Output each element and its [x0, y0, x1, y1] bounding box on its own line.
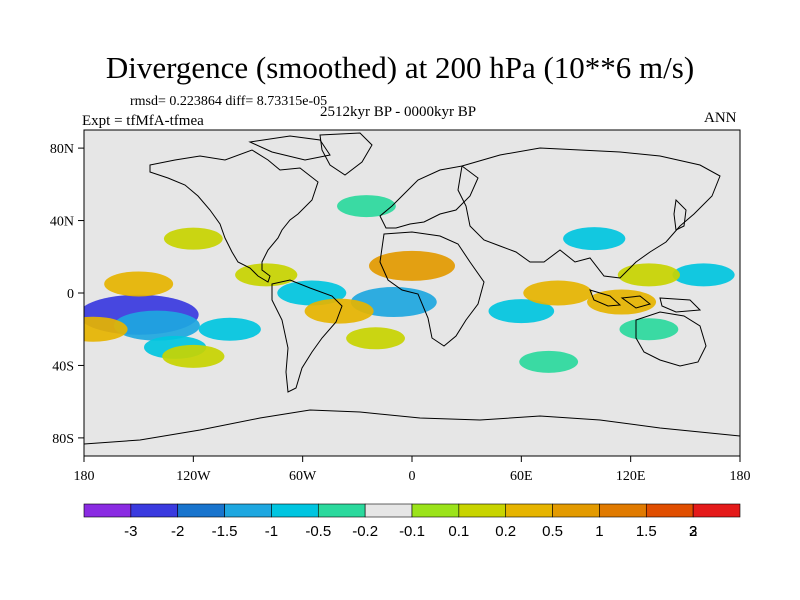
field-feature — [488, 299, 555, 324]
colorbar-swatch — [364, 503, 413, 518]
colorbar-swatch — [411, 503, 460, 518]
colorbar-label: -1.5 — [212, 523, 238, 540]
y-tick-label: 40N — [50, 215, 74, 230]
field-feature — [162, 344, 225, 368]
field-feature — [563, 227, 626, 251]
x-tick-label: 120W — [176, 469, 211, 484]
period-label: 2512kyr BP - 0000kyr BP — [320, 104, 477, 120]
field-feature — [672, 263, 735, 287]
coastlines — [84, 132, 740, 445]
colorbar-label: 3 — [689, 523, 697, 540]
field-feature — [519, 350, 579, 373]
colorbar-label: -1 — [265, 523, 278, 540]
chart-title: Divergence (smoothed) at 200 hPa (10**6 … — [105, 50, 695, 85]
field-feature — [617, 263, 680, 287]
field-feature — [587, 289, 657, 315]
colorbar-swatch — [505, 503, 553, 518]
colorbar-swatch — [130, 503, 179, 518]
colorbar-swatch — [552, 503, 600, 518]
rmsd-diff-stats: rmsd= 0.223864 diff= 8.73315e-05 — [130, 94, 328, 109]
field-feature — [369, 250, 455, 281]
colorbar-label: -3 — [124, 523, 137, 540]
colorbar-label: 1.5 — [636, 523, 657, 540]
y-tick-label: 40S — [52, 359, 74, 374]
field-feature — [104, 271, 174, 297]
colorbar: -3 -2 -1.5 -1 -0.5 -0.2 -0.1 0.1 0.2 0.5 1 1.5 23 — [83, 503, 741, 540]
colorbar-label: 1 — [595, 523, 603, 540]
field-feature — [523, 280, 593, 306]
field-feature — [346, 327, 405, 350]
x-tick-label: 120E — [616, 469, 646, 484]
colorbar-swatch — [599, 503, 647, 518]
season-label: ANN — [704, 110, 737, 126]
y-tick-label: 80N — [50, 142, 74, 157]
field-feature — [619, 318, 679, 341]
axis-ticks: 180 120W 60W 0 60E 120E 180 80N 40N 0 40S 80S — [50, 142, 751, 484]
x-tick-label: 60W — [289, 469, 317, 484]
x-tick-label: 60E — [510, 469, 533, 484]
field-feature — [163, 227, 223, 250]
colorbar-label: 0.5 — [542, 523, 563, 540]
field-feature — [198, 317, 261, 341]
colorbar-swatch — [458, 503, 507, 518]
x-tick-label: 0 — [409, 469, 416, 484]
y-tick-label: 80S — [52, 432, 74, 447]
colorbar-swatch — [83, 503, 132, 518]
field-feature — [84, 316, 128, 342]
colorbar-swatch — [317, 503, 366, 518]
field-feature — [304, 298, 374, 324]
y-tick-label: 0 — [67, 287, 74, 302]
colorbar-label: -2 — [171, 523, 184, 540]
colorbar-label: -0.5 — [305, 523, 331, 540]
colorbar-label: 0.1 — [448, 523, 469, 540]
x-tick-label: 180 — [730, 469, 751, 484]
field-feature — [113, 310, 200, 341]
colorbar-label: 2 — [689, 523, 697, 540]
experiment-label: Expt = tfMfA-tfmea — [82, 113, 204, 129]
colorbar-swatch — [271, 503, 319, 518]
x-tick-label: 180 — [74, 469, 95, 484]
field-feature — [337, 195, 396, 218]
colorbar-label: -0.1 — [399, 523, 425, 540]
colorbar-swatch — [645, 503, 694, 518]
colorbar-label: 0.2 — [495, 523, 516, 540]
colorbar-label: -0.2 — [352, 523, 378, 540]
field-feature — [235, 263, 298, 287]
colorbar-swatch — [692, 503, 741, 518]
colorbar-swatch — [224, 503, 272, 518]
colorbar-swatch — [177, 503, 225, 518]
